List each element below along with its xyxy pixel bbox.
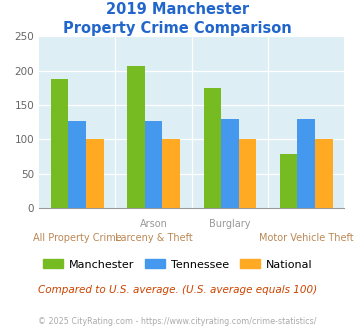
Text: 2019 Manchester: 2019 Manchester (106, 2, 249, 16)
Bar (221, 119, 239, 208)
Bar (315, 139, 333, 208)
Bar (297, 119, 315, 208)
Bar (239, 139, 256, 208)
Text: Motor Vehicle Theft: Motor Vehicle Theft (259, 233, 354, 243)
Bar (162, 139, 180, 208)
Legend: Manchester, Tennessee, National: Manchester, Tennessee, National (39, 255, 316, 274)
Text: Arson: Arson (140, 219, 168, 229)
Bar (203, 88, 221, 208)
Text: Property Crime Comparison: Property Crime Comparison (63, 21, 292, 36)
Text: Compared to U.S. average. (U.S. average equals 100): Compared to U.S. average. (U.S. average … (38, 285, 317, 295)
Bar (127, 66, 145, 208)
Bar (51, 79, 69, 208)
Bar (69, 121, 86, 208)
Bar (145, 121, 162, 208)
Text: Burglary: Burglary (209, 219, 251, 229)
Bar (86, 139, 104, 208)
Bar (280, 154, 297, 208)
Text: All Property Crime: All Property Crime (33, 233, 121, 243)
Text: © 2025 CityRating.com - https://www.cityrating.com/crime-statistics/: © 2025 CityRating.com - https://www.city… (38, 317, 317, 326)
Text: Larceny & Theft: Larceny & Theft (115, 233, 192, 243)
